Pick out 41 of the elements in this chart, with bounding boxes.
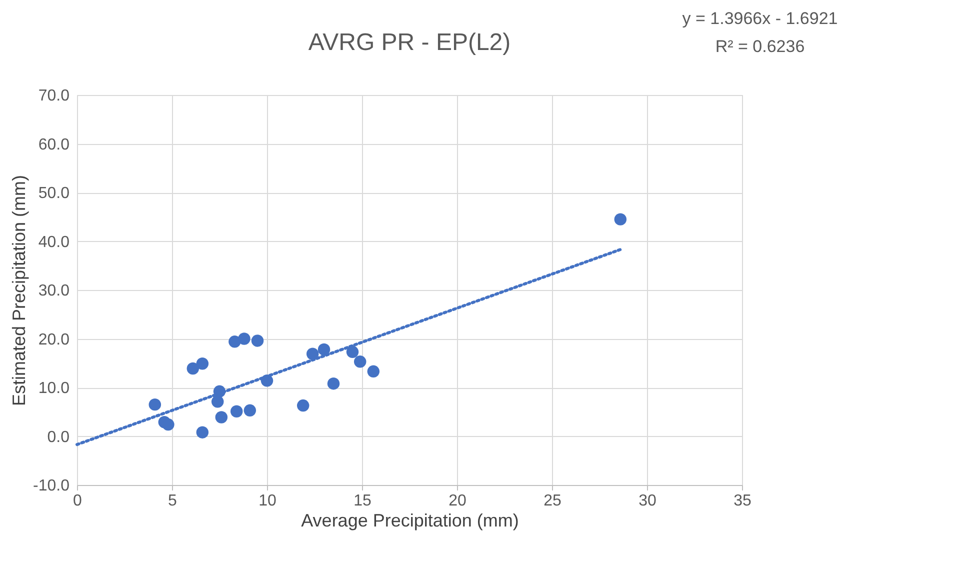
point: [186, 362, 200, 375]
x-tick-label: 0: [73, 492, 82, 510]
x-tick-label: 10: [258, 492, 276, 510]
point: [354, 356, 366, 368]
point: [196, 426, 209, 438]
x-tick-label: 25: [544, 492, 562, 510]
point: [148, 398, 162, 411]
point: [238, 332, 250, 345]
point: [244, 404, 256, 417]
x-tick-label: 15: [354, 492, 372, 510]
point: [346, 346, 359, 358]
point: [296, 399, 310, 412]
point: [614, 213, 627, 226]
y-tick-label: 60.0: [38, 136, 70, 154]
y-tick-label: 20.0: [38, 331, 70, 348]
x-tick-label: 30: [638, 492, 656, 510]
point: [251, 334, 264, 347]
x-tick-label: 35: [734, 492, 752, 510]
x-tick-label: 5: [168, 492, 178, 510]
y-tick-label: 0.0: [47, 428, 70, 446]
point: [215, 411, 228, 424]
point: [211, 396, 224, 408]
point: [196, 358, 209, 370]
y-tick-label: 40.0: [38, 234, 70, 251]
text: R² = 0.6236: [715, 37, 805, 56]
y-tick-label: 50.0: [38, 185, 70, 202]
x-axis-title: Average Precipitation (mm): [301, 510, 519, 530]
point: [230, 405, 243, 418]
point: [306, 348, 319, 360]
point: [318, 343, 330, 356]
point: [367, 365, 380, 378]
text: y = 1.3966x - 1.6921: [682, 9, 838, 28]
x-tick-label: 20: [448, 492, 466, 510]
y-axis-title: Estimated Precipitation (mm): [9, 174, 30, 406]
y-tick-label: 30.0: [38, 282, 70, 300]
point: [162, 418, 174, 431]
y-tick-label: 70.0: [38, 88, 70, 104]
y-tick-label: -10.0: [33, 478, 70, 494]
y-tick-label: 10.0: [38, 380, 70, 397]
chart-title: AVRG PR - EP(L2): [308, 29, 511, 56]
point: [327, 377, 340, 390]
